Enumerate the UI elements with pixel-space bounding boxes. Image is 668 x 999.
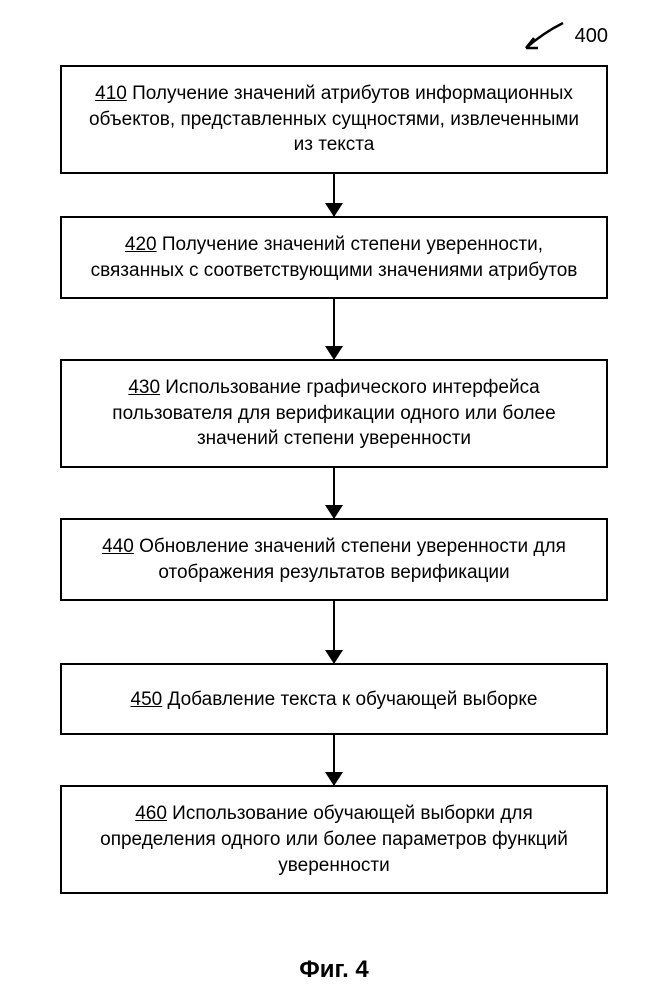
flowchart-arrow	[333, 299, 336, 359]
step-text: Обновление значений степени уверенности …	[134, 536, 566, 583]
step-text: Использование графического интерфейса по…	[112, 377, 555, 449]
flowchart-step-430: 430 Использование графического интерфейс…	[60, 359, 608, 468]
step-text: Использование обучающей выборки для опре…	[100, 803, 568, 875]
flowchart-arrow	[333, 468, 336, 518]
step-number: 410	[95, 83, 127, 104]
flowchart-container: 410 Получение значений атрибутов информа…	[60, 65, 608, 894]
flowchart-step-420: 420 Получение значений степени увереннос…	[60, 216, 608, 299]
figure-pointer-arrow	[518, 18, 568, 58]
step-number: 460	[135, 803, 167, 824]
flowchart-step-460: 460 Использование обучающей выборки для …	[60, 785, 608, 894]
flowchart-step-450: 450 Добавление текста к обучающей выборк…	[60, 663, 608, 735]
step-number: 430	[128, 377, 160, 398]
step-text: Получение значений атрибутов информацион…	[89, 83, 579, 155]
step-text: Получение значений степени уверенности, …	[91, 234, 578, 281]
figure-caption: Фиг. 4	[0, 956, 668, 984]
step-text: Добавление текста к обучающей выборке	[162, 689, 537, 710]
step-number: 420	[125, 234, 157, 255]
step-number: 450	[131, 689, 163, 710]
flowchart-arrow	[333, 735, 336, 785]
flowchart-step-440: 440 Обновление значений степени уверенно…	[60, 518, 608, 601]
flowchart-arrow	[333, 174, 336, 216]
figure-number-label: 400	[575, 25, 608, 48]
flowchart-arrow	[333, 601, 336, 663]
step-number: 440	[102, 536, 134, 557]
flowchart-step-410: 410 Получение значений атрибутов информа…	[60, 65, 608, 174]
